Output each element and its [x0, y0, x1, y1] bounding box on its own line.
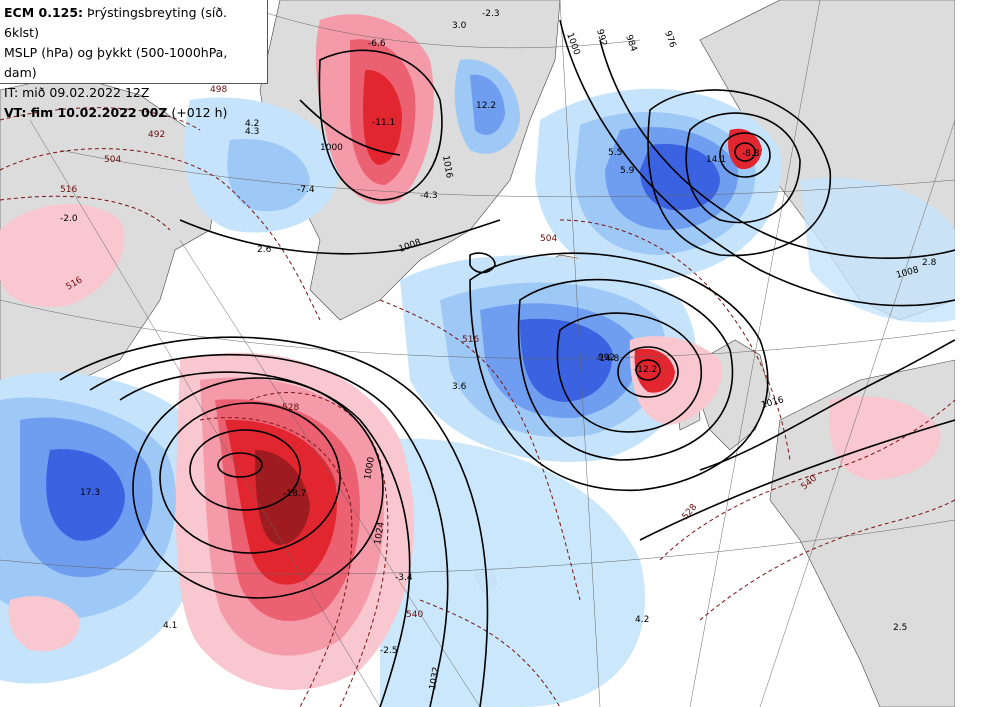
forecast-hour: (+012 h) [171, 105, 228, 120]
isobar-label: 992 [598, 353, 615, 363]
pressure-change-map: hPa 3.0-2.3-6.6-11.14.24.3-7.4-4.312.2-2… [0, 0, 955, 707]
pressure-change-label: -7.4 [297, 185, 315, 195]
pressure-change-label: 3.6 [452, 382, 467, 392]
thickness-label: 504 [540, 234, 557, 244]
thickness-label: 504 [104, 155, 121, 165]
isobars [59, 19, 955, 707]
pressure-change-label: -18.7 [283, 489, 306, 499]
pressure-change-label: 2.5 [893, 623, 907, 633]
pressure-change-label: -14.8 [596, 354, 620, 364]
pressure-change-label: -2.3 [482, 9, 500, 19]
title-line-3: IT: mið 09.02.2022 12Z [4, 85, 150, 100]
pressure-change-label: 5.5 [608, 148, 622, 158]
pressure-change-label: -2.5 [380, 646, 398, 656]
pressure-change-label: -11.1 [372, 118, 395, 128]
pressure-change-label: -6.6 [368, 39, 386, 49]
isobar-label: 1032 [428, 666, 442, 690]
thickness-label: 516 [462, 335, 479, 345]
thickness-label: 492 [148, 130, 165, 140]
title-line-4: VT: fim 10.02.2022 00Z (+012 h) [4, 103, 263, 123]
parameter-name: Þrýstingsbreyting (síð. 6klst) [4, 5, 227, 40]
thickness-label: 540 [406, 610, 423, 620]
thickness-contours [0, 107, 955, 707]
pressure-change-label: 2.8 [922, 258, 937, 268]
pressure-change-label: 3.0 [452, 21, 467, 31]
pressure-change-label: -2.0 [60, 214, 78, 224]
title-line-2: MSLP (hPa) og þykkt (500-1000hPa, dam) [4, 45, 228, 80]
pressure-change-label: 2.6 [257, 245, 272, 255]
pressure-fall-areas [0, 14, 941, 690]
pressure-change-label: 4.1 [163, 621, 177, 631]
isobar-label: 1000 [363, 456, 377, 481]
pressure-change-label: 12.2 [476, 101, 496, 111]
valid-time: VT: fim 10.02.2022 00Z [4, 105, 168, 120]
pressure-change-label: 5.9 [620, 166, 635, 176]
isobar-label: 1016 [440, 155, 454, 180]
model-name: ECM 0.125: [4, 5, 84, 20]
chart-title-box: ECM 0.125: Þrýstingsbreyting (síð. 6klst… [0, 0, 268, 120]
pressure-change-label: -8.3 [742, 149, 760, 159]
pressure-rise-areas [0, 59, 955, 707]
title-line-1: ECM 0.125: Þrýstingsbreyting (síð. 6klst… [4, 3, 263, 43]
pressure-change-label: -12.2 [634, 365, 657, 375]
thickness-label: 498 [210, 85, 227, 95]
pressure-change-label: 14.1 [706, 155, 726, 165]
pressure-change-label: 4.2 [635, 615, 649, 625]
isobar-label: 1024 [373, 521, 387, 546]
thickness-label: 516 [60, 185, 77, 195]
isobar-label: 1000 [320, 143, 343, 153]
pressure-change-label: 4.3 [245, 127, 259, 137]
isobar-label: 992 [594, 28, 608, 47]
pressure-change-label: 4.2 [245, 119, 259, 129]
graticule [0, 0, 955, 707]
pressure-change-label: 17.3 [80, 488, 100, 498]
pressure-change-label: -3.4 [395, 573, 413, 583]
pressure-change-label: -4.3 [420, 191, 438, 201]
pressure-change-labels: 3.0-2.3-6.6-11.14.24.3-7.4-4.312.2-2.02.… [60, 9, 937, 656]
thickness-label: 528 [282, 403, 299, 413]
